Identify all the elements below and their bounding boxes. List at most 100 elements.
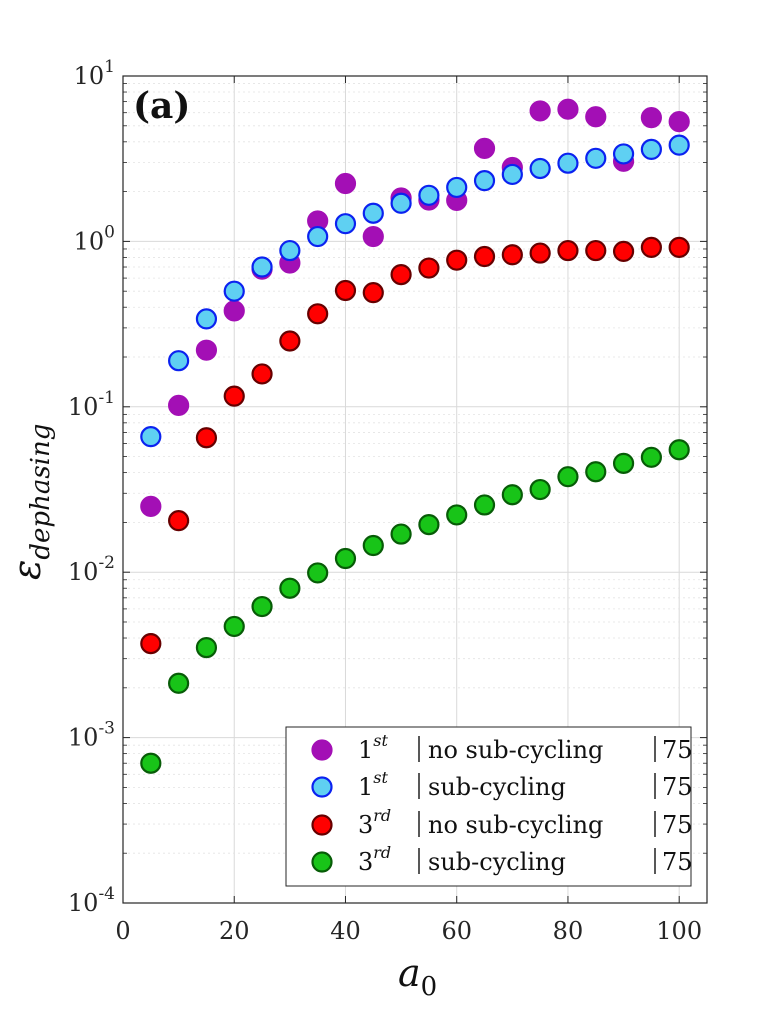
- legend-tag: 75: [662, 811, 693, 839]
- data-point: [195, 339, 218, 361]
- data-point: [473, 137, 496, 159]
- data-point: [223, 280, 245, 302]
- x-tick-label: 40: [330, 917, 361, 945]
- legend-scheme: no sub-cycling: [428, 736, 603, 764]
- data-point: [501, 484, 523, 506]
- data-point: [140, 426, 162, 448]
- data-point: [612, 240, 635, 263]
- data-point: [668, 134, 690, 156]
- data-point: [557, 152, 579, 174]
- data-point: [168, 350, 190, 372]
- axes-box: [122, 75, 708, 904]
- legend-scheme: sub-cycling: [428, 848, 566, 876]
- data-point: [168, 394, 190, 416]
- data-point: [557, 98, 579, 120]
- data-point: [223, 385, 245, 407]
- legend: 1st no sub-cycling 75 1st sub-cycling 75 3rd no…: [285, 726, 693, 887]
- data-point: [501, 163, 523, 186]
- data-point: [473, 494, 496, 516]
- data-point: [279, 239, 301, 262]
- data-point: [418, 184, 440, 206]
- data-point: [307, 562, 329, 584]
- data-point: [168, 510, 190, 532]
- data-point: [334, 172, 357, 195]
- data-point: [390, 263, 412, 286]
- y-axis-title: εdephasing: [5, 424, 56, 580]
- legend-order: 1st: [358, 768, 388, 801]
- data-point: [195, 427, 218, 449]
- y-tick-label: 101: [74, 57, 115, 90]
- data-point: [251, 595, 273, 618]
- data-point: [390, 523, 412, 545]
- y-tick-label: 10-2: [68, 553, 115, 586]
- y-tick-label: 10-4: [68, 884, 115, 917]
- data-point: [640, 236, 662, 258]
- data-point: [251, 363, 273, 385]
- data-point: [557, 466, 579, 488]
- data-point: [279, 577, 301, 599]
- data-point: [279, 330, 301, 352]
- y-tick-label: 10-1: [68, 388, 115, 421]
- data-point: [585, 461, 607, 483]
- axis-ticks: 0 20 40 60 80 100 10-4 10-3 10-2 10-1 100 101: [68, 57, 707, 945]
- data-point: [557, 239, 579, 262]
- legend-order: 1st: [358, 731, 388, 764]
- data-point: [446, 249, 468, 271]
- y-tick-label: 10-3: [68, 719, 115, 752]
- legend-order: 3rd: [358, 843, 391, 876]
- x-tick-label: 20: [219, 917, 250, 945]
- data-point: [640, 107, 662, 129]
- data-point: [501, 244, 523, 266]
- data-point: [307, 225, 329, 248]
- legend-marker: [311, 851, 333, 873]
- data-point: [362, 202, 384, 224]
- data-point: [140, 752, 162, 774]
- y-axis-title-base: ε: [5, 560, 49, 580]
- x-tick-label: 60: [441, 917, 472, 945]
- data-point: [195, 637, 218, 659]
- data-point: [362, 534, 384, 557]
- data-point: [334, 213, 357, 235]
- data-point: [529, 478, 551, 501]
- x-tick-label: 100: [656, 917, 702, 945]
- data-points: [140, 98, 690, 774]
- x-tick-label: 80: [553, 917, 584, 945]
- data-point: [585, 147, 607, 169]
- legend-scheme: sub-cycling: [428, 773, 566, 801]
- data-point: [362, 282, 384, 304]
- panel-label: (a): [133, 85, 190, 127]
- legend-marker: [311, 814, 333, 836]
- legend-tag: 75: [662, 848, 693, 876]
- data-point: [418, 257, 440, 279]
- y-axis-title-sub: dephasing: [26, 424, 56, 560]
- data-point: [473, 170, 496, 192]
- data-point: [529, 157, 551, 180]
- x-axis-title: a0: [398, 951, 437, 1002]
- data-point: [418, 513, 440, 536]
- legend-box: [285, 726, 692, 887]
- data-point: [334, 279, 357, 302]
- data-point: [668, 111, 690, 133]
- data-point: [640, 446, 662, 468]
- data-point: [334, 547, 357, 570]
- data-point: [612, 452, 635, 474]
- data-point: [585, 106, 607, 128]
- data-point: [140, 495, 162, 517]
- legend-tag: 75: [662, 773, 693, 801]
- data-point: [307, 303, 329, 325]
- legend-order: 3rd: [358, 806, 391, 839]
- data-point: [446, 176, 468, 199]
- data-point: [612, 143, 635, 165]
- data-point: [140, 633, 162, 655]
- legend-scheme: no sub-cycling: [428, 811, 603, 839]
- data-point: [473, 245, 496, 268]
- data-point: [223, 300, 245, 322]
- data-point: [668, 236, 690, 258]
- x-axis-title-base: a: [398, 951, 421, 995]
- data-point: [640, 138, 662, 160]
- data-point: [362, 225, 384, 248]
- data-point: [168, 672, 190, 694]
- legend-marker: [311, 739, 333, 761]
- y-tick-label: 100: [74, 222, 115, 255]
